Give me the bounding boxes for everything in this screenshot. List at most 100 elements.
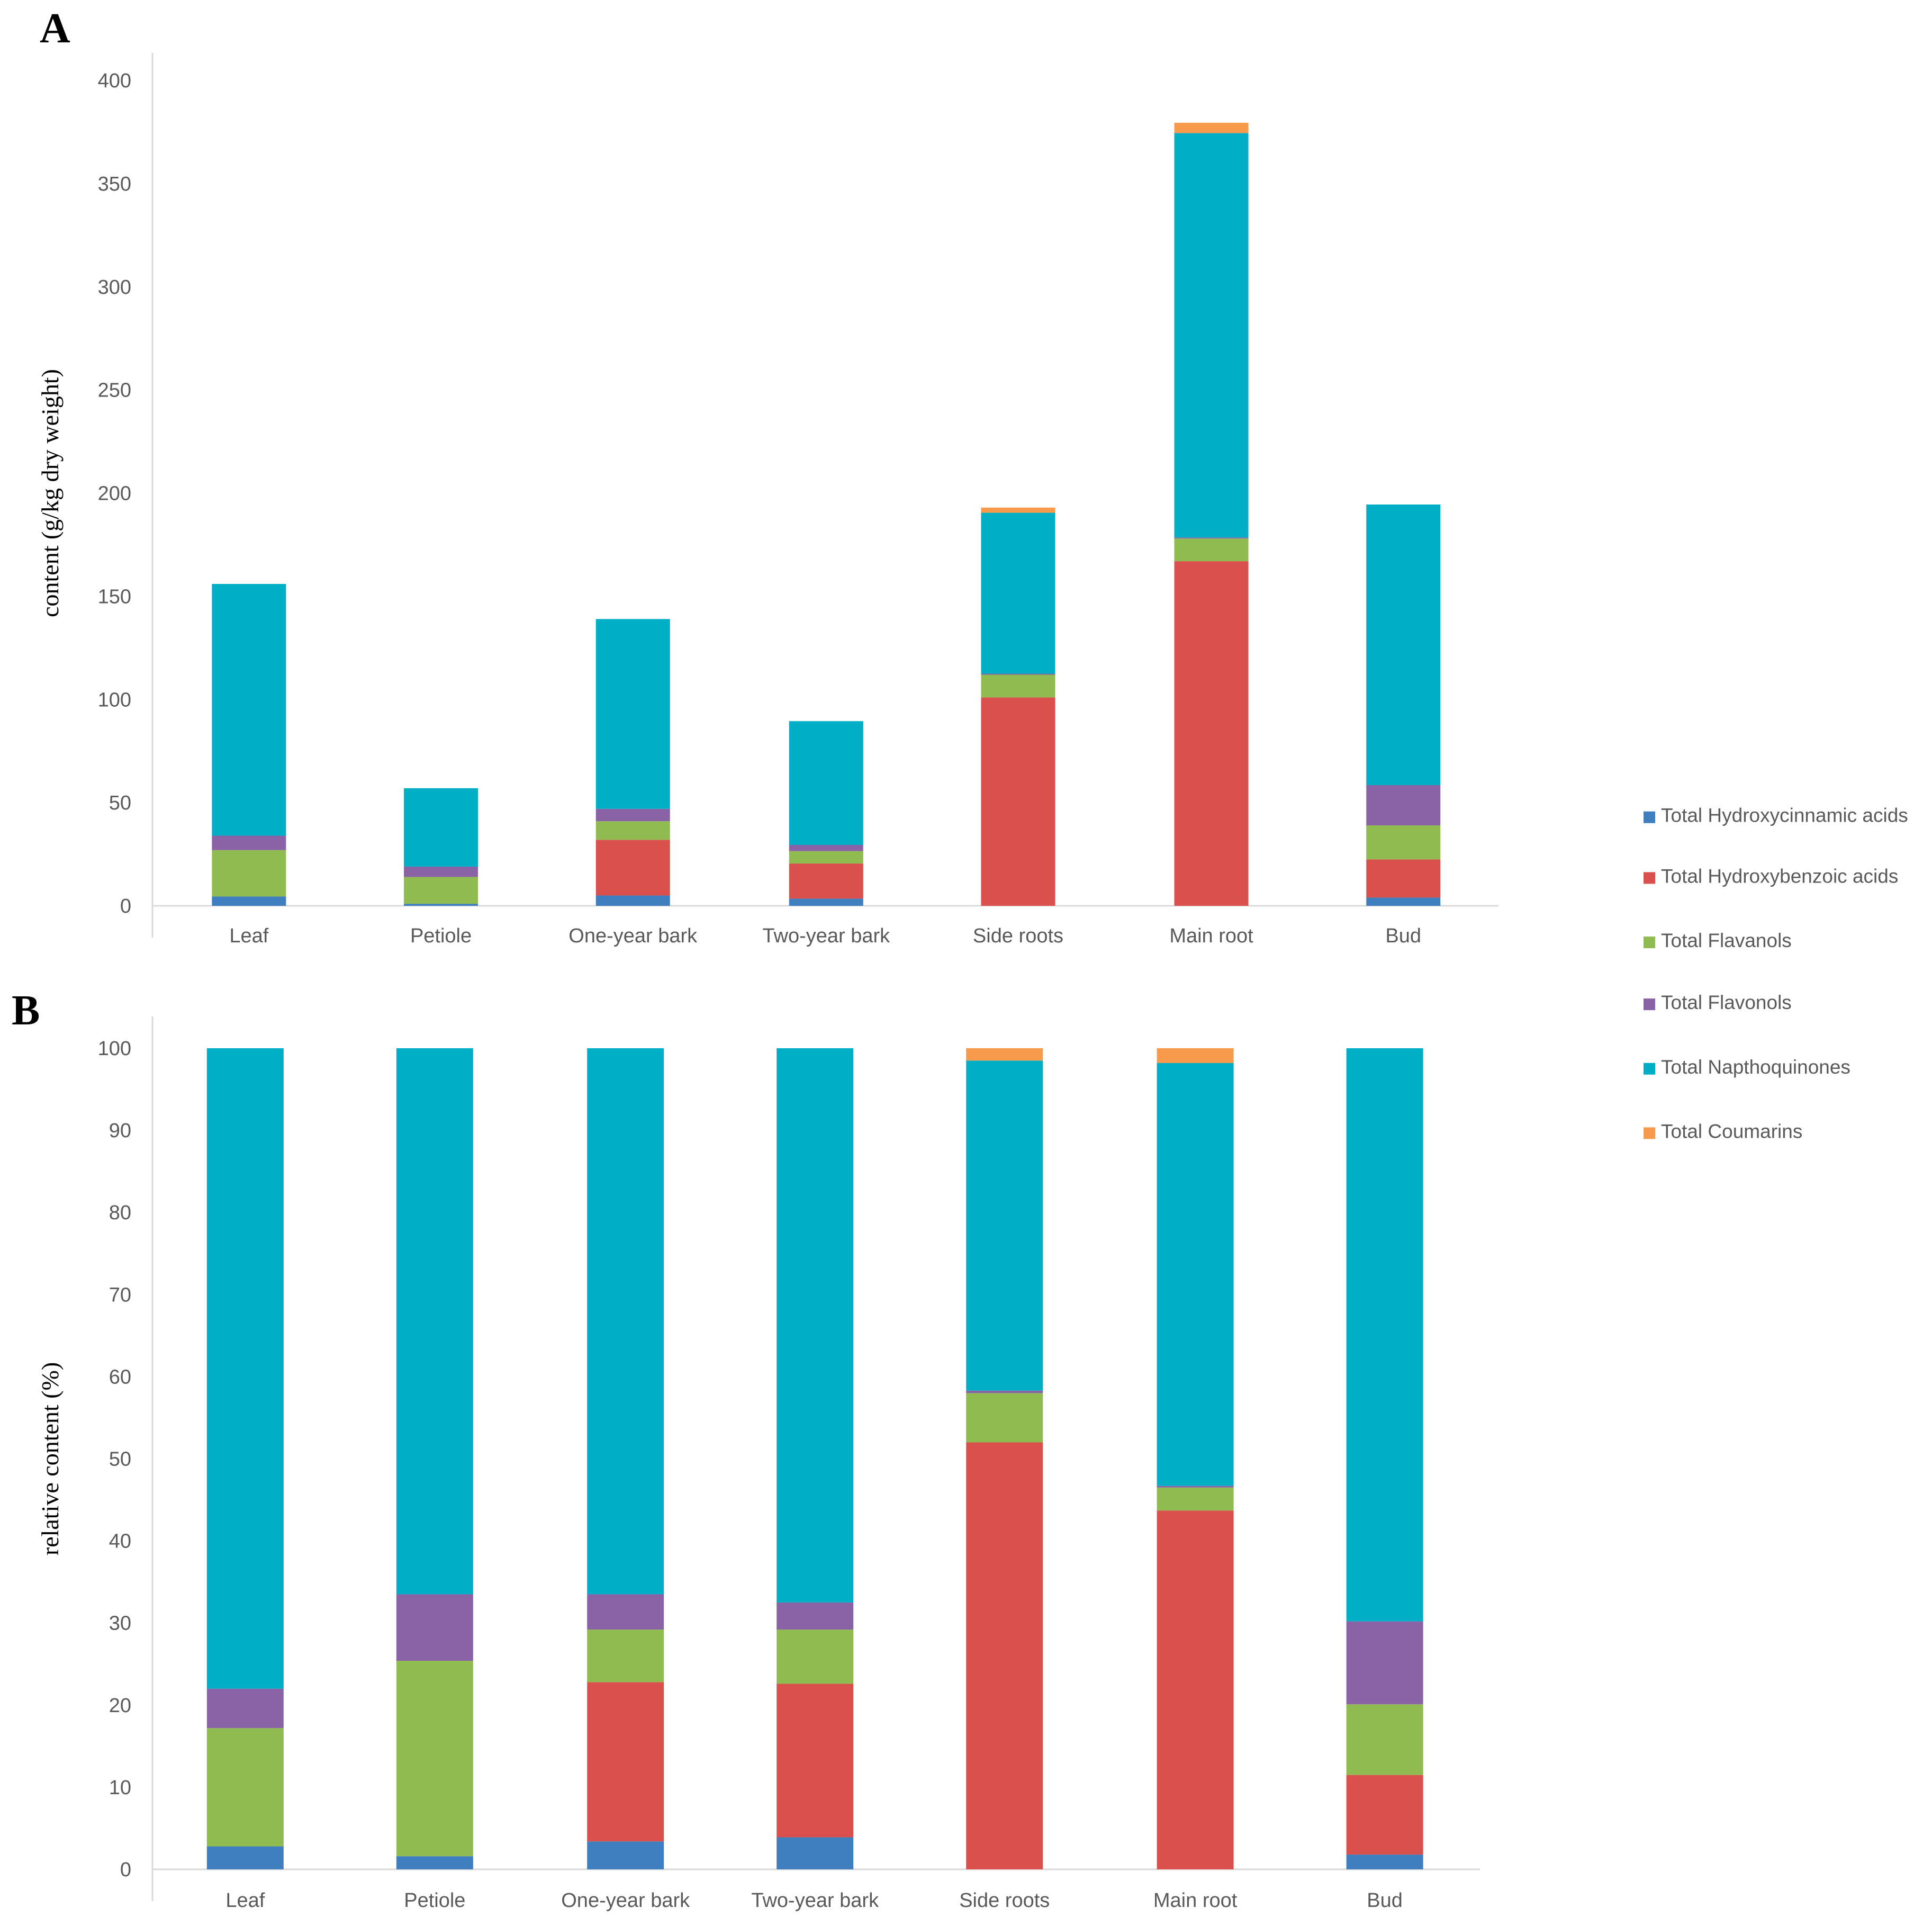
bar-segment-total-flavonols (966, 1390, 1043, 1393)
legend: Total Hydroxycinnamic acids Total Hydroxy… (1644, 805, 1908, 1142)
bar-segment-total-hydroxycinnamic-acids (1366, 897, 1441, 906)
y-tick-label: 350 (98, 173, 131, 195)
bar-segment-total-hydroxycinnamic-acids (404, 904, 479, 906)
legend-swatch (1644, 998, 1655, 1011)
bar-segment-total-hydroxybenzoic-acids (777, 1684, 854, 1838)
x-tick-label: One-year bark (568, 925, 698, 947)
bar-segment-total-coumarins (981, 507, 1055, 513)
bar-segment-total-hydroxycinnamic-acids (789, 898, 863, 906)
chart-a: 0 50 100 150 200 250 300 350 400 content (g/kg dr… (37, 53, 1498, 947)
legend-swatch (1644, 811, 1655, 823)
x-tick-label: Petiole (404, 1889, 465, 1912)
y-tick-label: 20 (109, 1695, 131, 1717)
y-tick-label: 30 (109, 1613, 131, 1635)
bar-segment-total-flavanols (1157, 1487, 1234, 1511)
y-tick-label: 400 (98, 70, 131, 92)
bar-segment-total-flavanols (789, 851, 863, 864)
x-tick-label: Main root (1169, 925, 1253, 947)
bar-segment-total-napthoquinones (1366, 504, 1441, 785)
bar-segment-total-flavonols (789, 845, 863, 851)
bar-segment-total-napthoquinones (212, 583, 286, 836)
y-axis-label: relative content (%) (37, 1362, 64, 1555)
x-tick-label: Side roots (959, 1889, 1050, 1912)
bar-segment-total-flavanols (777, 1630, 854, 1684)
bar-segment-total-hydroxycinnamic-acids (587, 1841, 664, 1869)
bar-segment-total-flavonols (404, 866, 479, 877)
bar-segment-total-hydroxybenzoic-acids (595, 840, 670, 896)
bar-segment-total-hydroxybenzoic-acids (1346, 1775, 1423, 1855)
bar-segment-total-flavanols (1346, 1704, 1423, 1775)
x-tick-label: Petiole (410, 925, 472, 947)
y-tick-label: 0 (120, 895, 131, 917)
bar-segment-total-flavanols (966, 1393, 1043, 1443)
panel-label-b: B (12, 987, 40, 1034)
bar-segment-total-napthoquinones (206, 1048, 284, 1689)
y-tick-label: 70 (109, 1284, 131, 1306)
bar-segment-total-flavonols (1366, 785, 1441, 825)
panel-label-a: A (40, 5, 70, 52)
bar-segment-total-napthoquinones (777, 1048, 854, 1603)
legend-label: Total Hydroxycinnamic acids (1661, 805, 1908, 826)
y-tick-label: 100 (98, 1038, 131, 1060)
y-tick-label: 10 (109, 1777, 131, 1799)
bar-segment-total-flavanols (1174, 538, 1249, 562)
bar-segment-total-hydroxybenzoic-acids (587, 1682, 664, 1842)
y-tick-label: 90 (109, 1120, 131, 1142)
bar-segment-total-coumarins (1174, 122, 1249, 133)
x-tick-label: Bud (1385, 925, 1421, 947)
legend-label: Total Flavanols (1661, 930, 1792, 951)
x-tick-label: Two-year bark (762, 925, 890, 947)
y-axis-label: content (g/kg dry weight) (37, 369, 64, 617)
bar-segment-total-napthoquinones (1346, 1048, 1423, 1622)
x-tick-label: Leaf (225, 1889, 265, 1912)
y-tick-label: 80 (109, 1202, 131, 1224)
y-tick-label: 40 (109, 1531, 131, 1553)
legend-swatch (1644, 937, 1655, 949)
bar-segment-total-coumarins (1157, 1048, 1234, 1063)
x-tick-label: Bud (1367, 1889, 1403, 1912)
y-tick-label: 0 (120, 1859, 131, 1881)
y-tick-label: 60 (109, 1366, 131, 1388)
bar-segment-total-flavanols (587, 1630, 664, 1682)
legend-label: Total Coumarins (1661, 1120, 1802, 1142)
bar-segment-total-flavanols (1366, 825, 1441, 860)
y-tick-label: 100 (98, 689, 131, 711)
legend-swatch (1644, 1063, 1655, 1075)
y-tick-label: 200 (98, 483, 131, 505)
bar-segment-total-hydroxycinnamic-acids (1346, 1855, 1423, 1869)
chart-b: 0 10 20 30 40 50 60 70 80 90 100 relative content (… (37, 1016, 1480, 1912)
bar-segment-total-hydroxycinnamic-acids (777, 1837, 854, 1869)
x-tick-label: Side roots (973, 925, 1063, 947)
bar-segment-total-flavonols (777, 1602, 854, 1630)
bar-segment-total-napthoquinones (1174, 133, 1249, 538)
bar-segment-total-flavanols (981, 674, 1055, 698)
y-tick-label: 250 (98, 380, 131, 402)
bar-segment-total-napthoquinones (789, 721, 863, 845)
bar-segment-total-napthoquinones (981, 512, 1055, 674)
bar-segment-total-flavonols (212, 835, 286, 850)
bar-segment-total-hydroxycinnamic-acids (595, 895, 670, 906)
x-tick-label: Leaf (229, 925, 268, 947)
legend-label: Total Flavonols (1661, 992, 1792, 1013)
bar-segment-total-flavanols (206, 1728, 284, 1847)
y-tick-label: 50 (109, 1448, 131, 1471)
bar-segment-total-flavonols (206, 1688, 284, 1729)
x-tick-label: One-year bark (561, 1889, 690, 1912)
bar-segment-total-hydroxycinnamic-acids (396, 1856, 473, 1869)
bar-segment-total-flavanols (404, 877, 479, 904)
bar-segment-total-napthoquinones (587, 1048, 664, 1595)
x-tick-label: Main root (1153, 1889, 1238, 1912)
y-tick-label: 50 (109, 792, 131, 814)
bar-segment-total-flavonols (981, 673, 1055, 675)
bar-segment-total-hydroxybenzoic-acids (966, 1442, 1043, 1869)
bar-segment-total-flavonols (1174, 537, 1249, 539)
bar-segment-total-flavonols (396, 1594, 473, 1661)
legend-label: Total Hydroxybenzoic acids (1661, 865, 1898, 887)
bar-segment-total-hydroxybenzoic-acids (1366, 859, 1441, 898)
bar-segment-total-flavanols (595, 821, 670, 840)
bar-segment-total-hydroxybenzoic-acids (981, 697, 1055, 906)
bar-segment-total-hydroxybenzoic-acids (1157, 1510, 1234, 1869)
bar-segment-total-flavonols (1157, 1486, 1234, 1488)
bar-segment-total-napthoquinones (966, 1060, 1043, 1391)
